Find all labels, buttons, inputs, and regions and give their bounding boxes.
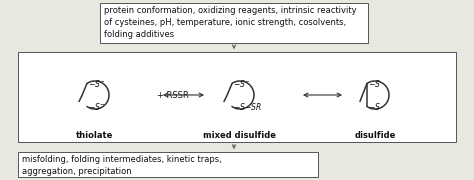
Text: $-S$: $-S$ (368, 101, 381, 112)
Text: mixed disulfide: mixed disulfide (203, 131, 276, 140)
Text: + RSSR: + RSSR (157, 91, 189, 100)
Text: $-S{-}SR$: $-S{-}SR$ (233, 101, 262, 112)
FancyBboxPatch shape (100, 3, 368, 43)
FancyBboxPatch shape (18, 152, 318, 177)
Text: misfolding, folding intermediates, kinetic traps,
aggregation, precipitation: misfolding, folding intermediates, kinet… (22, 155, 222, 176)
Text: protein conformation, oxidizing reagents, intrinsic reactivity
of cysteines, pH,: protein conformation, oxidizing reagents… (104, 6, 356, 39)
Text: thiolate: thiolate (76, 131, 114, 140)
Text: disulfide: disulfide (354, 131, 396, 140)
FancyBboxPatch shape (18, 52, 456, 142)
Text: $-S^{-}$: $-S^{-}$ (233, 78, 251, 89)
Text: $-S^{-}$: $-S^{-}$ (88, 78, 106, 89)
Text: $-S$: $-S$ (368, 78, 381, 89)
Text: $-S^{-}$: $-S^{-}$ (88, 101, 106, 112)
